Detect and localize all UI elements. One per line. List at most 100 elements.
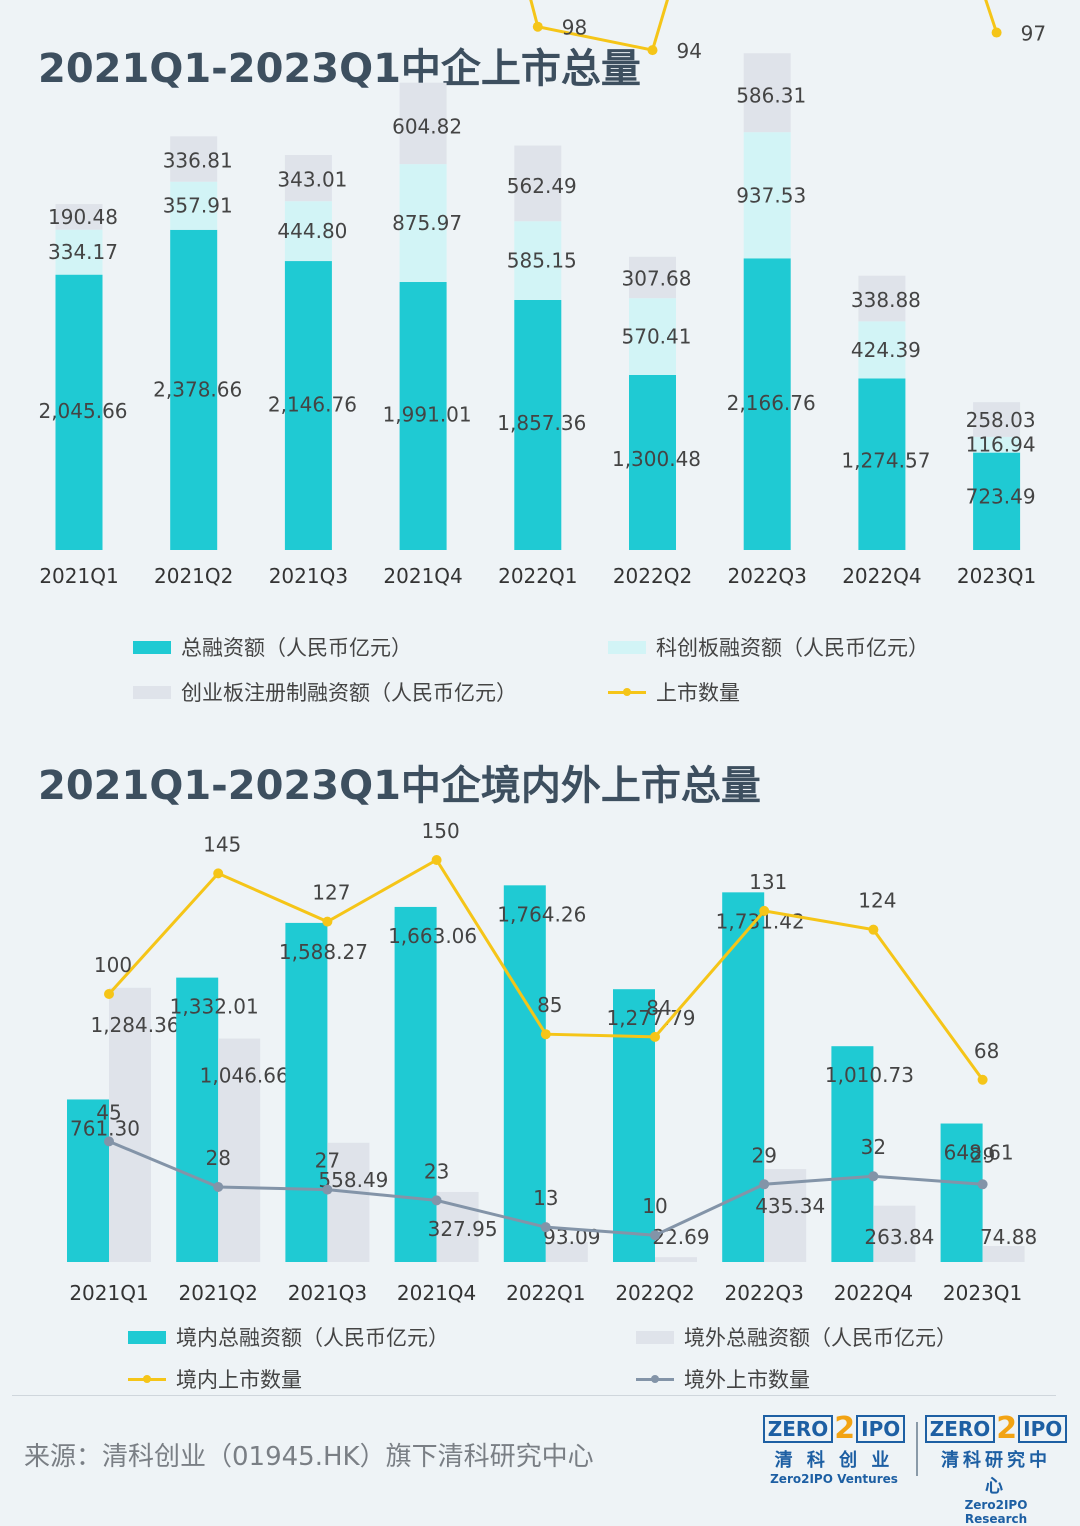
data-label: 648.61 [944,1141,1014,1165]
bar-chinext [55,204,103,230]
bar-overseas [327,1142,370,1262]
legend-label: 境外上市数量 [684,1368,810,1392]
x-tick-label: 2022Q3 [725,1281,804,1305]
data-label: 1,284.36 [90,1013,179,1037]
domestic-count-label: 124 [858,889,896,913]
logo-mark-left: ZERO [762,1415,834,1443]
legend-overseas-financing: 境外总融资额（人民币亿元） [636,1322,957,1352]
domestic-count-point [104,989,114,999]
bar-total [973,452,1021,550]
data-label: 435.34 [755,1194,825,1218]
legend-swatch [636,1373,674,1386]
legend-label: 境内总融资额（人民币亿元） [176,1326,449,1350]
overseas-count-point [213,1181,224,1192]
logo-en: Zero2IPO Ventures [770,1472,898,1486]
legend-swatch [636,1330,674,1344]
bar-domestic [722,892,765,1262]
data-label: 334.17 [48,240,118,264]
data-label: 1,277.79 [606,1006,695,1030]
data-label: 1,274.57 [841,449,930,473]
x-tick-label: 2022Q2 [615,1281,694,1305]
chart1-title: 2021Q1-2023Q1中企上市总量 [38,46,641,92]
bar-chinext [858,275,906,322]
data-label: 116.94 [966,433,1036,457]
legend-label: 科创板融资额（人民币亿元） [656,636,929,660]
domestic-count-label: 85 [537,993,562,1017]
data-label: 723.49 [966,484,1036,508]
data-label: 1,300.48 [612,447,701,471]
bar-domestic [176,977,219,1262]
x-tick-label: 2023Q1 [957,564,1036,588]
data-label: 2,045.66 [38,399,127,423]
bar-domestic [503,885,546,1262]
legend-swatch [608,640,646,654]
legend-domestic-financing: 境内总融资额（人民币亿元） [128,1322,449,1352]
legend-listing-count: 上市数量 [608,677,740,707]
data-label: 1,332.01 [170,995,259,1019]
domestic-count-label: 127 [312,881,350,905]
listing-count-point [991,27,1002,38]
domestic-count-point [868,924,879,935]
x-tick-label: 2022Q1 [506,1281,585,1305]
bar-star [629,298,676,375]
bar-overseas [436,1191,479,1262]
overseas-count-label: 29 [970,1143,995,1167]
x-tick-label: 2021Q4 [397,1281,476,1305]
domestic-count-point [322,916,333,927]
legend-overseas-count: 境外上市数量 [636,1364,810,1394]
data-label: 327.95 [428,1217,498,1241]
legend-total-financing: 总融资额（人民币亿元） [133,632,412,662]
domestic-count-point [540,1029,551,1040]
data-label: 1,731.42 [716,909,805,933]
data-label: 585.15 [507,249,577,273]
bar-chinext [399,82,447,165]
bar-total [629,374,676,550]
logo-en: Zero2IPO Research [964,1498,1028,1526]
overseas-count-point [431,1195,442,1206]
data-label: 1,663.06 [388,924,477,948]
legend-star-market: 科创板融资额（人民币亿元） [608,632,929,662]
data-label: 558.49 [318,1168,388,1192]
legend-swatch [128,1330,166,1344]
bar-total [55,274,103,550]
overseas-count-label: 23 [424,1159,449,1183]
data-label: 761.30 [70,1116,140,1140]
bar-star [743,132,791,259]
overseas-count-line [108,1140,983,1237]
data-label: 604.82 [392,114,462,138]
overseas-count-label: 27 [315,1149,340,1173]
legend-swatch [128,1373,166,1386]
logo-mark-left: ZERO [924,1415,996,1443]
bar-chinext [284,155,332,202]
overseas-count-point [759,1179,770,1190]
domestic-count-line [107,857,984,1081]
data-label: 2,378.66 [153,377,242,401]
data-label: 562.49 [507,174,577,198]
data-label: 1,857.36 [497,411,586,435]
logo-separator [916,1422,918,1476]
x-tick-label: 2021Q3 [288,1281,367,1305]
data-label: 937.53 [736,183,806,207]
data-label: 586.31 [736,84,806,108]
bar-total [399,282,447,550]
data-label: 1,991.01 [383,402,472,426]
overseas-count-point [977,1179,988,1190]
logo-mark-mid: 2 [834,1411,856,1446]
bar-star [399,164,447,283]
legend-swatch [133,685,171,699]
overseas-count-label: 10 [642,1194,667,1218]
data-label: 190.48 [48,205,118,229]
bar-total [743,258,791,550]
overseas-count-point [868,1171,879,1182]
legend-domestic-count: 境内上市数量 [128,1364,302,1394]
bar-total [514,299,562,550]
x-tick-label: 2021Q2 [154,564,233,588]
domestic-count-label: 84 [646,996,671,1020]
bar-domestic [940,1123,983,1262]
bar-chinext [629,256,676,299]
bar-total [284,261,332,550]
bar-star [973,436,1021,453]
overseas-count-label: 28 [205,1146,230,1170]
bar-star [284,201,332,262]
listing-count-label: 98 [562,16,587,40]
